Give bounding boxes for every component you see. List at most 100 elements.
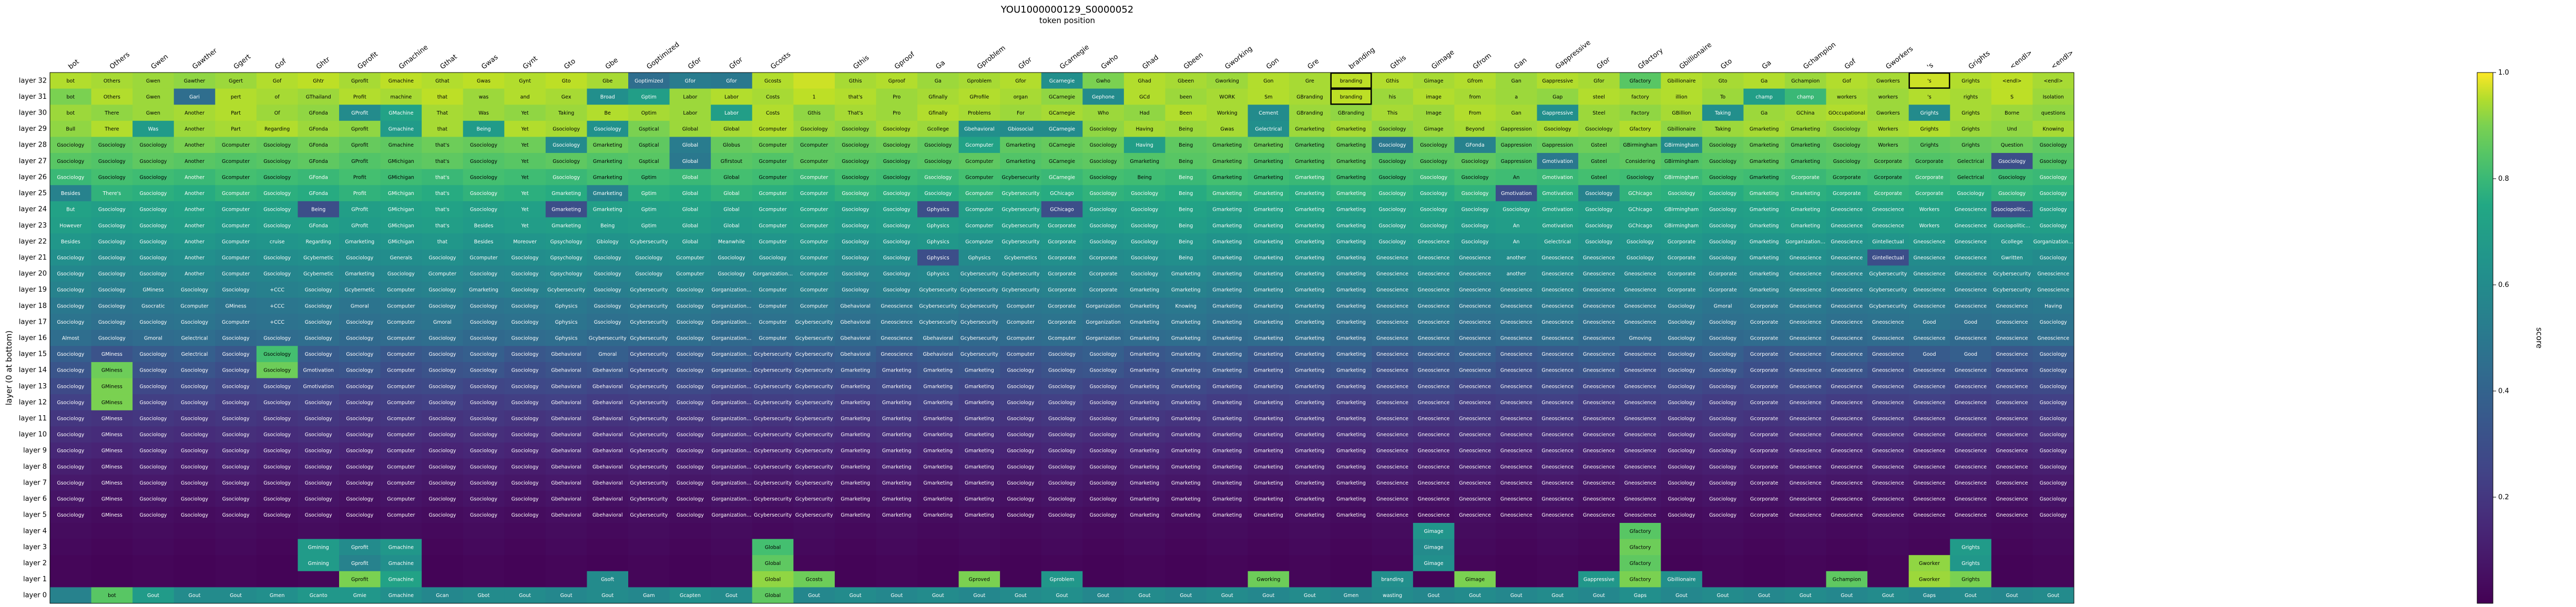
cell-label: Gmotivation [1542, 159, 1573, 164]
heatmap-cell [876, 137, 918, 153]
x-tick-label: Gcosts [769, 50, 792, 71]
cell-label: Gsociology [181, 497, 208, 502]
cell-label: Gmarketing [1295, 127, 1325, 132]
cell-label: Gmarketing [1130, 480, 1159, 486]
cell-label: Gsociology [1668, 384, 1695, 389]
heatmap-cell [834, 137, 876, 153]
cell-label: Gsociology [1833, 142, 1861, 148]
cell-label: Gmarketing [1750, 127, 1779, 132]
cell-label: Gintellectual [1872, 239, 1904, 245]
cell-label: Gsociology [512, 271, 539, 277]
cell-label: Gmarketing [1295, 400, 1325, 406]
cell-label: bot [66, 94, 75, 100]
cell-label: Gneoscience [1376, 432, 1408, 438]
heatmap-cell [132, 73, 175, 89]
heatmap-cell [1123, 169, 1166, 186]
heatmap-cell [422, 73, 464, 89]
heatmap-cell [752, 169, 794, 186]
cell-label: Gcomputer [759, 223, 786, 229]
cell-label: Gcorporate [1915, 174, 1944, 180]
cell-label: Gcorporate [1874, 159, 1903, 164]
cell-label: Gcybernetic [303, 255, 333, 261]
cell-label: Gmarketing [1212, 384, 1242, 389]
cell-label: Gneoscience [1376, 303, 1408, 309]
heatmap-cell [1867, 88, 1909, 105]
cell-label: Gynt [519, 78, 531, 84]
cell-label: Yet [521, 223, 529, 229]
heatmap-cell [1743, 120, 1785, 137]
cell-label: Gneoscience [1831, 512, 1863, 518]
cell-label: Gsociology [470, 384, 497, 389]
cell-label: Gmoving [1629, 336, 1652, 342]
cell-label: Gcomputer [222, 159, 250, 164]
cell-label: Gsociology [2040, 191, 2067, 197]
cell-label: Gsociology [57, 400, 84, 406]
cell-label: Gsociology [222, 464, 250, 470]
cell-label: Gsociology [1090, 432, 1117, 438]
cell-label: Gsociology [677, 480, 704, 486]
cell-label: Gmarketing [1295, 303, 1325, 309]
cell-label: Gsociology [1668, 497, 1695, 502]
cell-label: Part [231, 110, 241, 116]
cell-label: Gcorporate [1750, 512, 1778, 518]
heatmap-cell [50, 105, 92, 121]
cell-label: Gneoscience [1996, 368, 2028, 374]
heatmap-cell [215, 73, 257, 89]
cell-label: Gsociology [1007, 464, 1034, 470]
cell-label: Labor [724, 110, 739, 116]
cell-label: Gmarketing [1791, 223, 1820, 229]
cell-label: Gap [1552, 94, 1562, 100]
cell-label: Gsociology [57, 352, 84, 357]
cell-label: Gof [1843, 78, 1852, 84]
cell-label: Gbehavioral [551, 480, 581, 486]
heatmap-cell [1908, 137, 1950, 153]
cell-label: Gneoscience [1459, 448, 1491, 454]
cell-label: Gphysics [927, 207, 949, 213]
heatmap-cell [669, 153, 711, 170]
cell-label: Gcollege [2001, 239, 2023, 245]
cell-label: Gmarketing [1750, 174, 1779, 180]
heatmap-cell [545, 522, 587, 540]
cell-label: Gmarketing [882, 464, 912, 470]
cell-label: Gmarketing [882, 448, 912, 454]
cell-label: Gcybersecurity [1001, 174, 1039, 180]
cell-label: Gwen [146, 94, 160, 100]
cell-label: Gneoscience [1459, 464, 1491, 470]
cell-label: Gmarketing [923, 464, 953, 470]
heatmap-cell [173, 88, 216, 105]
y-tick-label: layer 29 [19, 125, 47, 133]
cell-label: Gmarketing [1336, 320, 1366, 325]
cell-label: Gneoscience [1914, 336, 1946, 342]
cell-label: Gneoscience [1955, 223, 1987, 229]
cell-label: Gawther [184, 78, 206, 84]
heatmap-cell [1289, 73, 1331, 89]
heatmap-cell [1000, 539, 1042, 555]
cell-label: Gsociology [1048, 448, 1076, 454]
cell-label: Gneoscience [1790, 287, 1822, 293]
cell-label: Gsociology [98, 303, 126, 309]
cell-label: GBirmingham [1664, 159, 1699, 164]
cell-label: Gelectrical [181, 336, 208, 342]
cell-label: Gneoscience [1914, 239, 1946, 245]
heatmap-cell [504, 555, 546, 572]
heatmap-cell [669, 105, 711, 121]
cell-label: Being [1179, 174, 1193, 180]
cell-label: Gmarketing [923, 416, 953, 422]
cell-label: Gmarketing [1295, 497, 1325, 502]
heatmap-cell [298, 169, 340, 186]
cell-label: Gmarketing [1171, 320, 1201, 325]
cell-label: Gfactory [1630, 577, 1651, 583]
cell-label: Gsociology [1709, 191, 1736, 197]
cell-label: Yet [521, 174, 529, 180]
cell-label: Gneoscience [1790, 400, 1822, 406]
cell-label: Gneoscience [1831, 336, 1863, 342]
cell-label: Gsociology [1379, 174, 1406, 180]
heatmap-cell [339, 120, 381, 137]
cell-label: Gsociology [1585, 207, 1612, 213]
cell-label: steel [1593, 94, 1605, 100]
x-tick-label: Gimage [1430, 48, 1456, 71]
cell-label: Gsociology [1627, 239, 1654, 245]
heatmap-cell [132, 137, 175, 153]
cell-label: Gmarketing [1750, 142, 1779, 148]
heatmap-cell [1454, 555, 1496, 572]
